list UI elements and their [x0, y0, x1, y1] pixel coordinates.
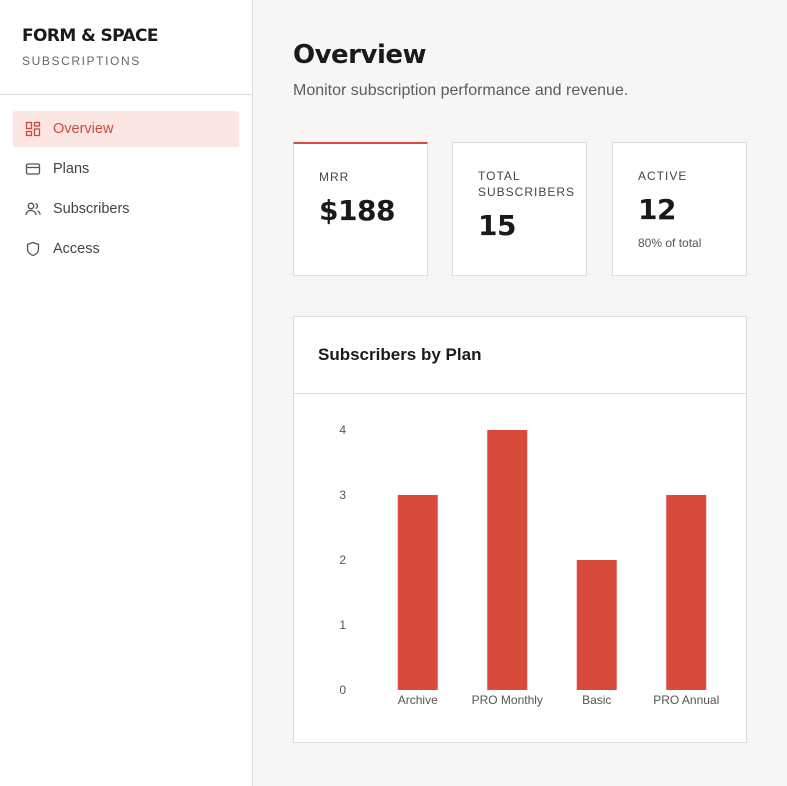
x-tick-label: PRO Annual — [653, 693, 719, 707]
sidebar-item-label: Subscribers — [53, 201, 130, 217]
main-content: Overview Monitor subscription performanc… — [254, 0, 787, 786]
stat-label: MRR — [319, 170, 350, 184]
bar-chart: 0 1 2 3 4 Archive PRO Monthly Basic PRO Annual — [339, 423, 719, 707]
x-tick-label: PRO Monthly — [472, 693, 543, 707]
stat-note: 80% of total — [638, 236, 702, 250]
sidebar-item-access[interactable]: Access — [13, 231, 239, 267]
sidebar-item-subscribers[interactable]: Subscribers — [13, 191, 239, 227]
stat-label: TOTAL SUBSCRIBERS — [478, 169, 576, 199]
stat-value: 12 — [638, 193, 676, 226]
sidebar-item-overview[interactable]: Overview — [13, 111, 239, 147]
stat-value: $188 — [319, 194, 395, 227]
brand-name: FORM & SPACE — [22, 26, 159, 46]
stat-card-total-subscribers: TOTAL SUBSCRIBERS 15 — [452, 142, 587, 276]
shield-icon — [25, 241, 41, 257]
dashboard-icon — [25, 121, 41, 137]
stat-label: ACTIVE — [638, 169, 688, 183]
bar — [576, 560, 617, 690]
chart-title: Subscribers by Plan — [294, 317, 746, 394]
x-tick-label: Basic — [582, 693, 611, 707]
chart-card: Subscribers by Plan 0 1 2 3 4 Archive PRO Mont… — [293, 316, 747, 743]
y-tick-label: 2 — [339, 553, 346, 567]
stat-card-mrr: MRR $188 — [293, 142, 428, 276]
page-subtitle: Monitor subscription performance and rev… — [293, 82, 629, 99]
bar — [666, 495, 707, 690]
users-icon — [25, 201, 41, 217]
sidebar-item-label: Plans — [53, 161, 90, 177]
y-tick-label: 0 — [339, 683, 346, 697]
y-tick-label: 4 — [339, 423, 346, 437]
bar — [487, 430, 528, 690]
sidebar-item-plans[interactable]: Plans — [13, 151, 239, 187]
brand: FORM & SPACE SUBSCRIPTIONS — [0, 0, 252, 95]
y-tick-label: 3 — [339, 488, 346, 502]
sidebar-item-label: Access — [53, 241, 100, 257]
sidebar: FORM & SPACE SUBSCRIPTIONS Overview — [0, 0, 253, 786]
bar — [397, 495, 438, 690]
brand-subtitle: SUBSCRIPTIONS — [22, 54, 141, 68]
sidebar-nav: Overview Plans Subscribers — [0, 95, 252, 267]
y-tick-label: 1 — [339, 618, 346, 632]
stat-card-active: ACTIVE 12 80% of total — [612, 142, 747, 276]
x-tick-label: Archive — [398, 693, 438, 707]
sidebar-item-label: Overview — [53, 121, 114, 137]
card-icon — [25, 161, 41, 177]
page-title: Overview — [293, 40, 427, 70]
stat-value: 15 — [478, 209, 516, 242]
